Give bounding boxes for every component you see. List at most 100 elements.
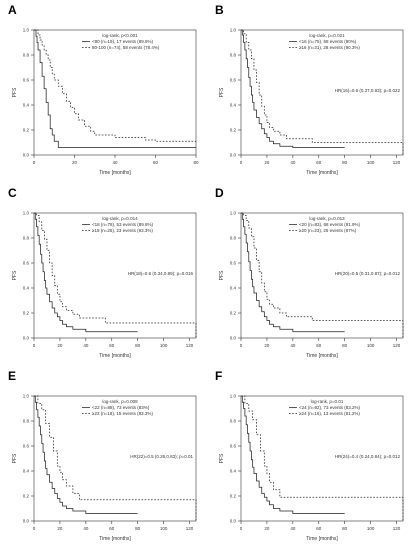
legend-entry-2: ≥16 (n=31), 28 events (90.3%) [299,45,360,50]
legend-title: log-rank, p=0.013 [309,216,345,221]
x-tick-label: 20 [57,526,63,531]
y-tick-label: 0.0 [23,336,30,341]
y-tick-label: 0.6 [23,78,30,83]
x-tick-label: 20 [264,526,270,531]
x-axis-label: Time [months] [99,170,131,176]
x-tick-label: 120 [393,526,401,531]
x-tick-label: 80 [342,160,348,165]
legend-entry-2: ≥24 (n=16), 13 events (81.2%) [299,411,360,416]
x-tick-label: 100 [367,526,375,531]
x-tick-label: 120 [186,526,194,531]
x-tick-label: 20 [264,160,270,165]
x-tick-label: 0 [240,526,243,531]
y-axis-label: PFS [12,87,18,97]
y-tick-label: 0.6 [230,78,237,83]
x-axis-label: Time [months] [99,536,131,542]
hr-annotation: HR(22)=0.5 (0.26,0.83); p=0.01 [130,454,193,459]
panel-f: F 0 20 40 60 80 100 120 0.0 0.2 0.4 0.6 0.8 1.0 Time [… [215,369,404,542]
y-tick-label: 0.2 [230,128,237,133]
series-line-2 [34,29,196,142]
legend-entry-1: <80 (n=19), 17 events (89.5%) [92,39,154,44]
panel-letter: A [8,3,17,17]
x-tick-label: 40 [290,160,296,165]
y-tick-label: 0.8 [230,53,237,58]
y-axis-label: PFS [219,87,225,97]
panel-letter: B [215,3,224,17]
x-tick-label: 60 [316,526,322,531]
y-tick-label: 0.8 [23,236,30,241]
x-tick-label: 20 [72,160,78,165]
y-tick-label: 0.2 [23,311,30,316]
panel-e: E 0 20 40 60 80 100 120 0.0 0.2 0.4 0.6 0.8 1.0 Time [… [8,369,197,542]
y-tick-label: 0.4 [23,103,30,108]
plot-frame [240,29,404,156]
y-tick-label: 1.0 [23,28,30,33]
x-tick-label: 80 [135,343,141,348]
y-tick-label: 1.0 [230,211,237,216]
legend-title: log-rank, p<0.001 [102,33,138,38]
y-axis-label: PFS [219,270,225,280]
x-tick-label: 60 [316,343,322,348]
x-tick-label: 80 [135,526,141,531]
x-tick-label: 120 [393,343,401,348]
x-tick-label: 100 [367,343,375,348]
legend-entry-2: 80-100 (n=74), 58 events (78.4%) [92,45,160,50]
y-axis-label: PFS [219,453,225,463]
y-tick-label: 0.0 [23,153,30,158]
x-tick-label: 100 [367,160,375,165]
y-tick-label: 0.8 [23,53,30,58]
x-tick-label: 120 [186,343,194,348]
series-line-2 [34,212,197,338]
series-line-1 [34,395,138,514]
y-tick-label: 0.4 [230,103,237,108]
y-tick-label: 0.8 [23,419,30,424]
y-tick-label: 0.0 [230,153,237,158]
legend-title: log-rank, p=0.014 [102,216,138,221]
y-tick-label: 0.4 [230,469,237,474]
y-tick-label: 1.0 [230,394,237,399]
legend-entry-1: <24 (n=92), 73 events (83.2%) [299,405,361,410]
x-tick-label: 40 [83,343,89,348]
x-tick-label: 100 [160,526,168,531]
y-tick-label: 0.8 [230,419,237,424]
x-tick-label: 100 [160,343,168,348]
panel-d: D 0 20 40 60 80 100 120 0.0 0.2 0.4 0.6 0.8 1.0 Time [… [215,186,404,359]
series-line-2 [241,212,404,338]
plot-frame [240,212,404,339]
x-axis-label: Time [months] [99,353,131,359]
y-tick-label: 0.6 [230,444,237,449]
y-tick-label: 0.4 [23,469,30,474]
legend-title: log-rank, p=0.01 [311,399,344,404]
x-tick-label: 40 [112,160,118,165]
y-tick-label: 1.0 [23,394,30,399]
series-line-2 [34,395,197,521]
legend-entry-1: <16 (n=75), 68 events (90%) [299,39,357,44]
y-tick-label: 0.6 [23,261,30,266]
y-tick-label: 0.6 [230,261,237,266]
legend-entry-1: <20 (n=83), 68 events (91.9%) [299,222,361,227]
x-tick-label: 20 [57,343,63,348]
x-tick-label: 0 [240,160,243,165]
series-line-2 [241,29,404,155]
plot-frame [33,212,197,339]
y-tick-label: 0.2 [23,494,30,499]
panel-a: A 0 20 40 60 80 0.0 0.2 0.4 0.6 0.8 1.0 Time [months… [8,3,199,176]
x-tick-label: 40 [83,526,89,531]
hr-annotation: HR(18)=0.6 (0.34,0.89); p=0.016 [128,271,194,276]
panel-letter: D [215,186,224,200]
x-tick-label: 0 [33,343,36,348]
y-tick-label: 0.0 [23,519,30,524]
legend-entry-2: ≥20 (n=23), 25 events (87%) [299,228,357,233]
y-tick-label: 0.2 [230,311,237,316]
panel-letter: C [8,186,17,200]
x-tick-label: 0 [240,343,243,348]
x-tick-label: 120 [393,160,401,165]
plot-frame [33,395,197,522]
y-tick-label: 0.0 [230,336,237,341]
x-axis-label: Time [months] [306,170,338,176]
y-tick-label: 0.8 [230,236,237,241]
x-tick-label: 60 [109,526,115,531]
x-tick-label: 0 [33,526,36,531]
legend-entry-2: ≥18 (n=25), 23 events (93.3%) [92,228,153,233]
x-tick-label: 60 [109,343,115,348]
